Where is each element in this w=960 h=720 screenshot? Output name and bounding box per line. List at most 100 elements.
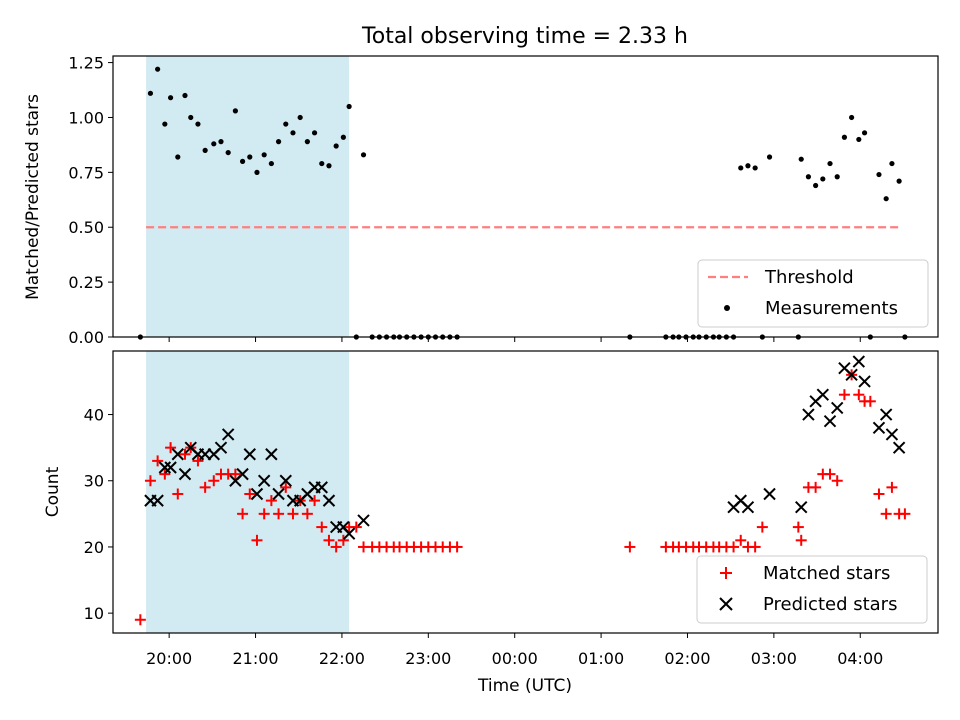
predicted-star-point	[279, 474, 292, 487]
measurement-point	[766, 154, 773, 160]
measurement-point	[155, 66, 161, 72]
legend-matched-label: Matched stars	[763, 563, 890, 584]
measurement-point	[333, 143, 339, 149]
matched-star-point	[824, 468, 836, 480]
predicted-star-point	[892, 441, 906, 454]
predicted-star-point	[795, 501, 808, 514]
top-y-tick-label: 0.25	[68, 273, 104, 292]
legend-threshold-label: Threshold	[764, 267, 854, 288]
measurement-point	[745, 163, 751, 169]
matched-star-point	[873, 488, 885, 500]
matched-star-point	[134, 614, 146, 626]
bottom-y-tick-label: 10	[84, 604, 104, 623]
matched-star-point	[208, 475, 220, 487]
predicted-star-point	[151, 494, 164, 507]
measurement-point	[167, 95, 174, 101]
top-legend: Threshold Measurements	[697, 259, 929, 328]
top-legend-box	[697, 259, 929, 328]
measurement-point	[275, 139, 282, 145]
measurement-point	[896, 178, 902, 184]
matched-star-point	[323, 534, 335, 546]
measurement-point	[841, 134, 848, 140]
matched-star-point	[237, 508, 249, 520]
measurement-point	[182, 92, 188, 99]
predicted-star-point	[831, 401, 844, 415]
matched-star-point	[795, 534, 807, 546]
matched-star-point	[165, 442, 177, 454]
predicted-star-point	[342, 527, 356, 540]
predicted-star-point	[214, 441, 228, 454]
matched-star-point	[624, 541, 636, 553]
matched-star-point	[756, 521, 768, 533]
predicted-star-point	[872, 421, 886, 434]
matched-star-point	[880, 508, 892, 520]
predicted-star-point	[858, 375, 871, 388]
legend-predicted-label: Predicted stars	[763, 594, 897, 615]
top-y-tick-label: 1.00	[68, 108, 104, 127]
top-plot-frame	[112, 55, 939, 338]
bottom-y-tick-label: 20	[84, 538, 104, 557]
bottom-plot-frame	[112, 350, 939, 634]
matched-star-point	[864, 395, 876, 407]
measurement-point	[297, 114, 303, 121]
matched-star-point	[192, 455, 204, 467]
measurement-point	[346, 103, 352, 110]
x-tick-label: 04:00	[837, 649, 883, 668]
legend-measurements-swatch	[724, 305, 730, 311]
figure-title: Total observing time = 2.33 h	[361, 24, 688, 49]
x-tick-label: 03:00	[751, 649, 797, 668]
matched-star-point	[199, 481, 211, 493]
predicted-star-point	[763, 487, 776, 501]
matched-star-point	[810, 481, 822, 493]
measurement-point	[268, 160, 274, 167]
predicted-star-point	[845, 368, 858, 382]
predicted-star-point	[250, 487, 264, 501]
measurement-point	[232, 108, 238, 114]
predicted-star-point	[852, 355, 866, 368]
measurement-point	[304, 139, 310, 145]
predicted-star-point	[243, 448, 256, 461]
measurement-point	[162, 121, 168, 127]
predicted-star-point	[879, 408, 893, 421]
measurement-point	[889, 160, 895, 167]
measurement-point	[218, 139, 224, 145]
top-x-ticks	[168, 337, 861, 342]
x-tick-label: 21:00	[232, 649, 278, 668]
predicted-star-point	[823, 414, 837, 428]
bottom-y-tick-label: 40	[84, 406, 104, 425]
measurement-point	[861, 130, 868, 136]
predicted-star-point	[816, 388, 830, 401]
measurement-point	[856, 136, 862, 143]
predicted-star-point	[272, 487, 285, 501]
predicted-star-point	[171, 448, 184, 461]
matched-star-point	[172, 488, 184, 500]
measurement-point	[805, 174, 812, 180]
measurement-point	[195, 121, 201, 127]
measurement-point	[283, 121, 289, 127]
x-axis-label: Time (UTC)	[477, 676, 572, 696]
top-y-axis: 0.00 0.25 0.50 0.75 1.00 1.25	[68, 54, 113, 347]
measurement-point	[188, 114, 194, 121]
measurement-point	[820, 176, 826, 182]
bottom-y-tick-label: 30	[84, 472, 104, 491]
bottom-y-axis: 10 20 30 40	[84, 406, 113, 623]
matched-star-point	[144, 475, 156, 487]
matched-star-point	[749, 541, 761, 553]
measurement-point	[340, 134, 346, 140]
predicted-star-point	[236, 467, 249, 481]
top-panel: 0.00 0.25 0.50 0.75 1.00 1.25 Matched/Predict…	[23, 54, 939, 347]
measurement-point	[738, 165, 744, 171]
measurement-point	[849, 114, 855, 121]
legend-predicted-swatch	[719, 597, 733, 611]
matched-star-point	[244, 488, 256, 500]
predicted-star-point	[158, 461, 172, 474]
x-tick-label: 02:00	[664, 649, 710, 668]
x-tick-label: 23:00	[405, 649, 451, 668]
matched-star-point	[838, 389, 850, 401]
measurement-point	[225, 149, 231, 156]
matched-star-point	[179, 448, 191, 460]
matched-star-point	[265, 495, 277, 507]
measurement-point	[798, 156, 804, 162]
top-highlight-span	[146, 56, 350, 337]
